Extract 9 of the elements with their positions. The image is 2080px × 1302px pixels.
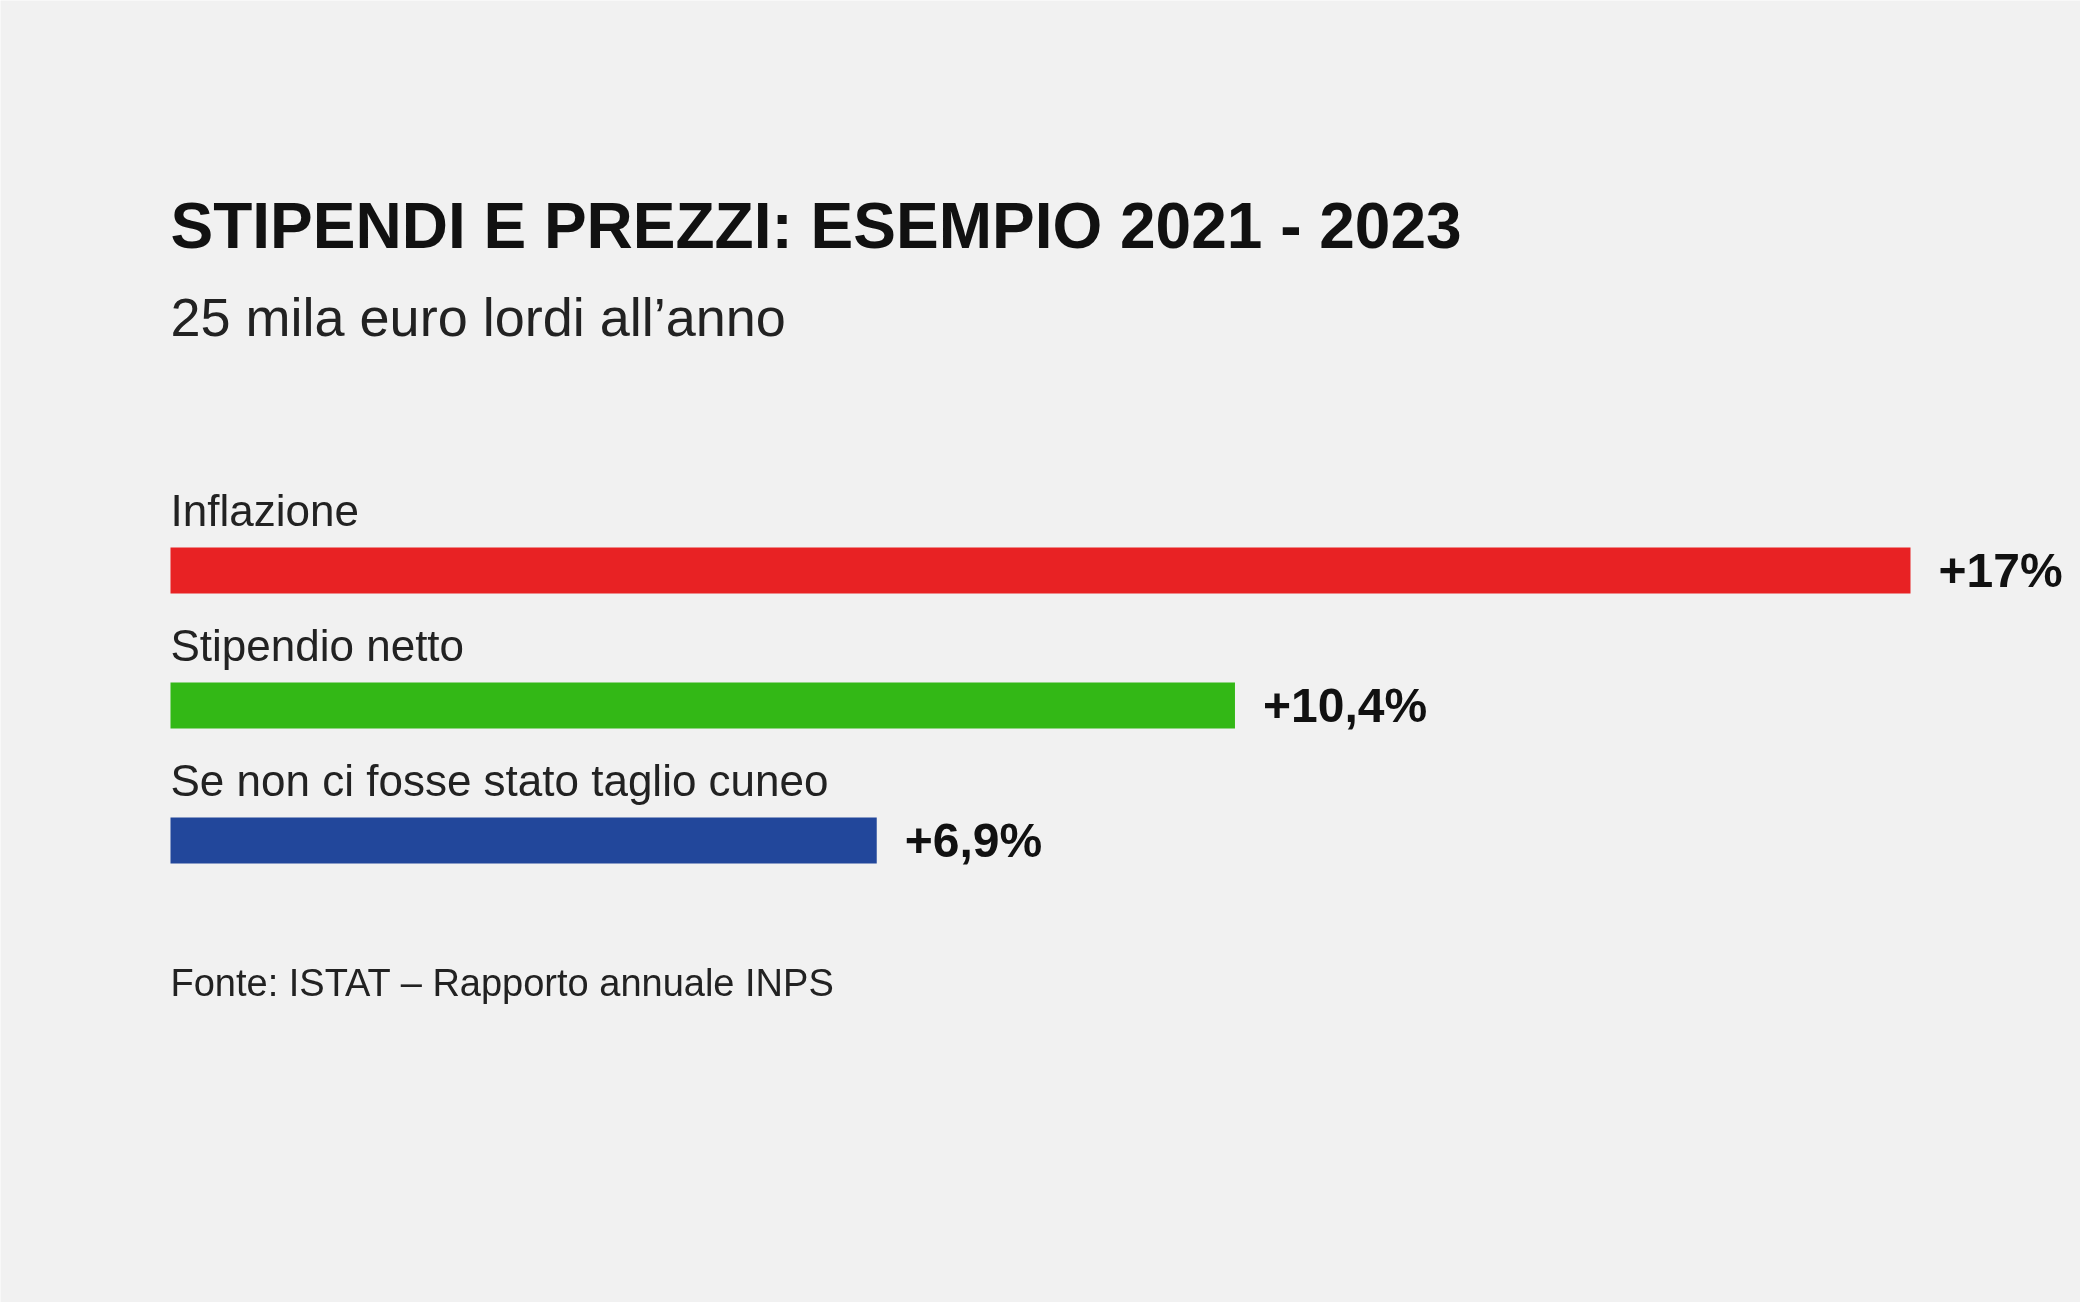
y-tick-label: Stipendio netto bbox=[170, 621, 465, 670]
chart-title: STIPENDI E PREZZI: ESEMPIO 2021 - 2023 bbox=[170, 189, 1462, 262]
data-label: +6,9% bbox=[904, 814, 1043, 867]
y-tick-label: Se non ci fosse stato taglio cuneo bbox=[170, 756, 829, 805]
data-label: +17% bbox=[1938, 544, 2063, 597]
source-note: Fonte: ISTAT – Rapporto annuale INPS bbox=[170, 961, 834, 1004]
data-label: +10,4% bbox=[1262, 679, 1428, 732]
y-tick-label: Inflazione bbox=[170, 486, 359, 535]
chart-subtitle: 25 mila euro lordi all’anno bbox=[170, 286, 786, 347]
